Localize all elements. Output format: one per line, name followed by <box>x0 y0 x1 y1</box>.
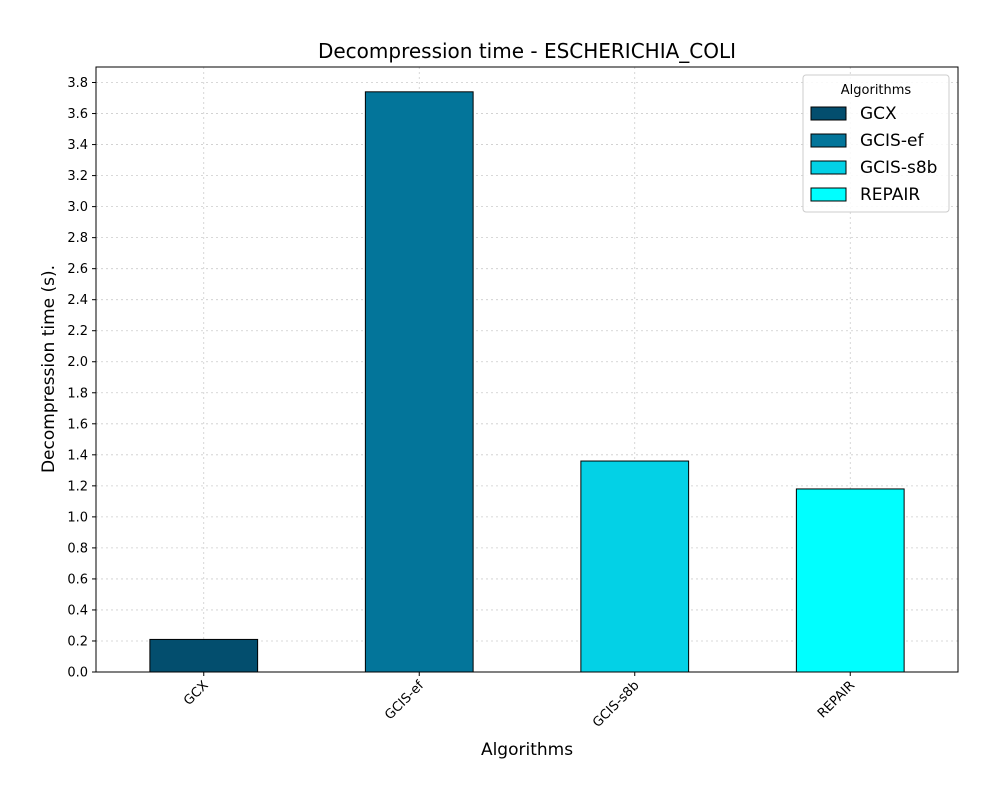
legend-swatch <box>810 106 847 121</box>
y-tick-label: 2.2 <box>67 324 88 339</box>
y-tick-label: 0.6 <box>67 572 88 587</box>
grid <box>96 67 958 673</box>
legend-swatch <box>810 160 847 175</box>
y-tick-label: 2.4 <box>67 293 88 308</box>
y-axis-title: Decompression time (s). <box>39 265 59 473</box>
legend-title: Algorithms <box>841 83 912 98</box>
legend-swatch <box>810 133 847 148</box>
bar-gcx <box>149 638 259 673</box>
y-tick-label: 3.4 <box>67 138 88 153</box>
y-tick-label: 3.8 <box>67 76 88 91</box>
plot-frame <box>95 66 959 673</box>
chart-title: Decompression time - ESCHERICHIA_COLI <box>318 39 736 63</box>
y-axis: 0.0 0.2 0.4 0.6 0.8 1.0 1.2 1.4 1.6 1.8 2.0 2.2 2.4 2… <box>67 76 96 681</box>
y-tick-label: 2.6 <box>67 262 88 277</box>
y-tick-label: 2.8 <box>67 231 88 246</box>
x-axis-title: Algorithms <box>481 740 573 760</box>
y-tick-label: 1.8 <box>67 386 88 401</box>
y-tick-label: 1.2 <box>67 479 88 494</box>
bar-repair <box>795 488 905 673</box>
x-tick-label: GCIS-ef <box>382 678 427 723</box>
y-tick-label: 0.8 <box>67 541 88 556</box>
legend-label: GCIS-ef <box>860 131 924 151</box>
x-axis: GCX GCIS-ef GCIS-s8b REPAIR <box>181 672 858 731</box>
y-tick-label: 0.0 <box>67 666 88 681</box>
y-tick-label: 3.2 <box>67 169 88 184</box>
y-tick-label: 1.0 <box>67 510 88 525</box>
bar-gcis-ef <box>364 91 474 673</box>
x-tick-label: GCIS-s8b <box>590 678 642 730</box>
x-tick-label: GCX <box>181 678 212 709</box>
y-tick-label: 3.6 <box>67 107 88 122</box>
y-tick-label: 2.0 <box>67 355 88 370</box>
y-tick-label: 0.4 <box>67 603 88 618</box>
legend-swatch <box>810 187 847 202</box>
x-tick-label: REPAIR <box>815 678 858 721</box>
bar-gcis-s8b <box>580 460 690 673</box>
legend: Algorithms GCX GCIS-ef GCIS-s8b REPAIR <box>802 74 950 213</box>
legend-label: GCIS-s8b <box>860 158 937 178</box>
y-tick-label: 1.4 <box>67 448 88 463</box>
y-tick-label: 1.6 <box>67 417 88 432</box>
bars <box>149 91 905 673</box>
y-tick-label: 0.2 <box>67 634 88 649</box>
legend-label: REPAIR <box>860 185 920 205</box>
y-tick-label: 3.0 <box>67 200 88 215</box>
legend-label: GCX <box>860 104 897 124</box>
